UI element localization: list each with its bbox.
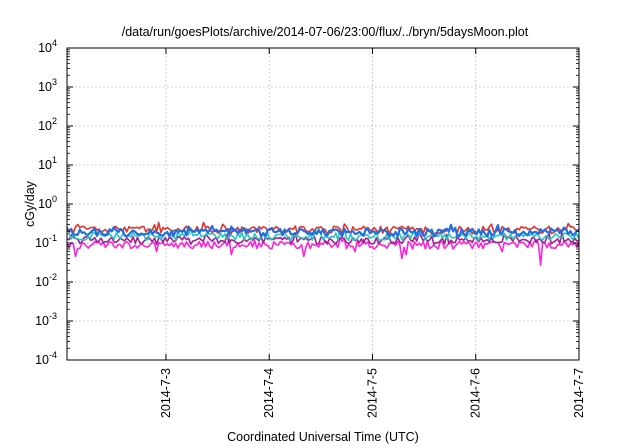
- y-tick-label: 101: [38, 155, 57, 172]
- x-tick-label: 2014-7-5: [365, 368, 379, 418]
- y-tick-label: 10-1: [35, 233, 57, 250]
- chart-title: /data/run/goesPlots/archive/2014-07-06/2…: [122, 25, 529, 39]
- grid: [67, 48, 579, 360]
- y-tick-label: 102: [38, 116, 57, 133]
- y-tick-label: 103: [38, 77, 57, 94]
- y-tick-label: 10-4: [35, 350, 57, 367]
- series-line: [66, 223, 580, 238]
- x-tick-label: 2014-7-4: [262, 368, 276, 418]
- x-axis: 2014-7-3 2014-7-4 2014-7-5 2014-7-6 2014-7-7: [159, 48, 586, 418]
- y-tick-label: 10-3: [35, 311, 57, 328]
- x-tick-label: 2014-7-3: [159, 368, 173, 418]
- x-tick-label: 2014-7-6: [469, 368, 483, 418]
- x-tick-label: 2014-7-7: [572, 368, 586, 418]
- y-tick-label: 104: [38, 38, 57, 55]
- x-axis-label: Coordinated Universal Time (UTC): [227, 430, 419, 444]
- y-tick-label: 10-2: [35, 272, 57, 289]
- y-tick-label: 100: [38, 194, 57, 211]
- y-axis: 10-4 10-3 10-2 10-1 100 101 102 103 104: [35, 38, 579, 367]
- y-axis-label: cGy/day: [23, 180, 37, 227]
- series-group: [66, 221, 580, 266]
